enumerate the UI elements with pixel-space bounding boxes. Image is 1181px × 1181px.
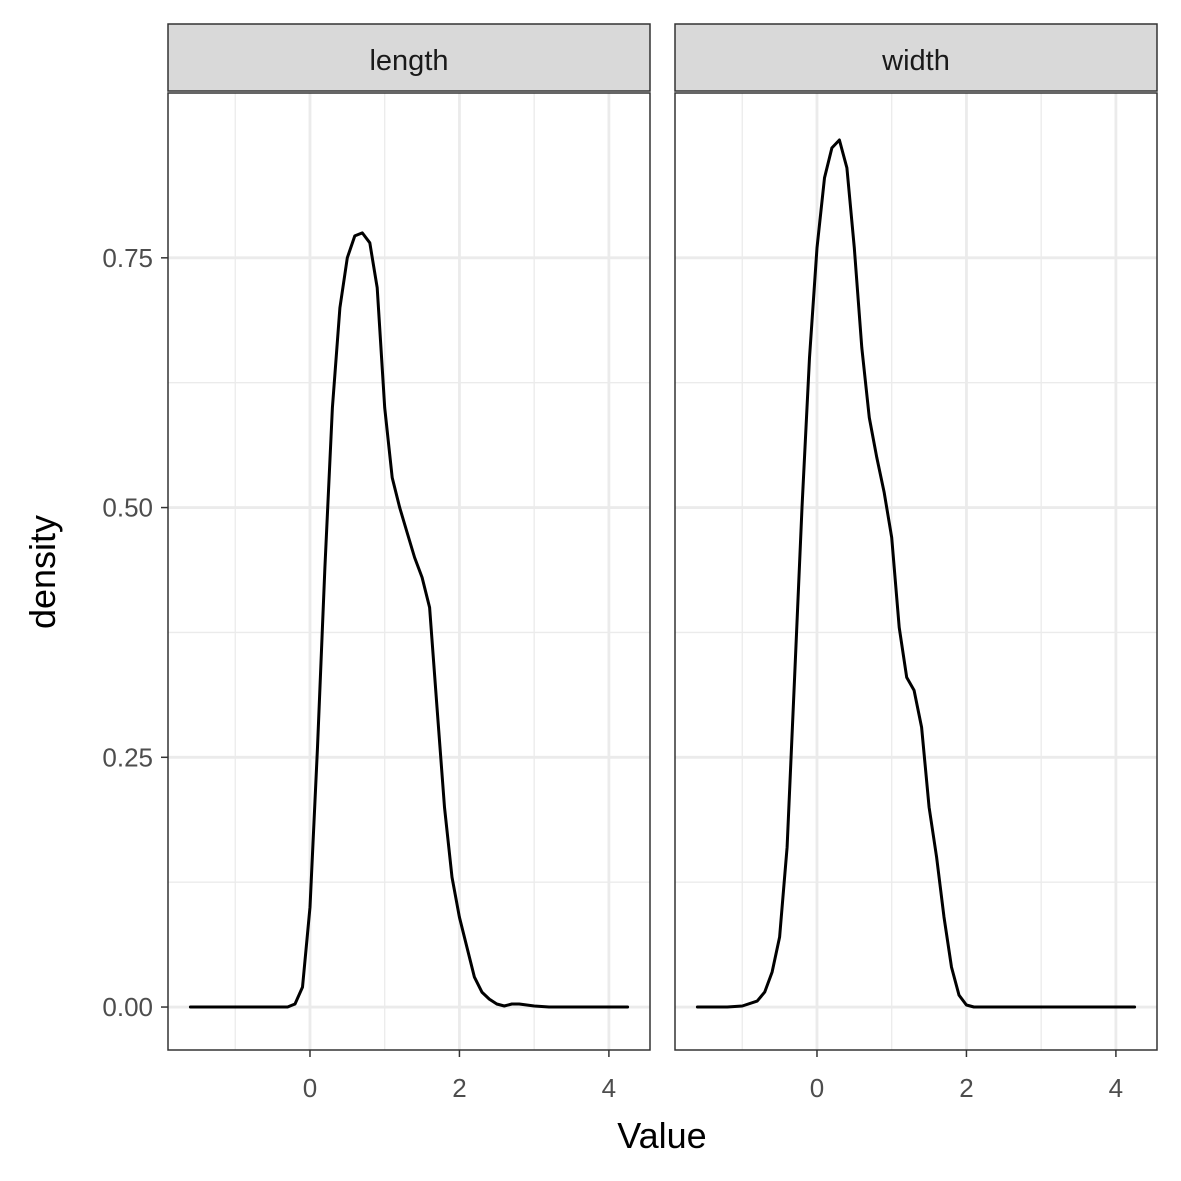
density-line-width: [695, 138, 1137, 1009]
panel-background: [168, 93, 650, 1050]
strip-background: [167, 23, 651, 92]
x-tick-label: 4: [1109, 1073, 1123, 1103]
strip-background: [674, 23, 1158, 92]
x-tick-label: 4: [602, 1073, 616, 1103]
strip-label: width: [881, 45, 950, 77]
panel-border: [674, 92, 1158, 1051]
y-axis: 0.00 0.25 0.50 0.75: [102, 243, 168, 1022]
x-axis: 0 2 4 0 2 4: [303, 1050, 1123, 1103]
y-tick-label: 0.25: [102, 742, 153, 772]
strip-label: length: [369, 45, 448, 77]
y-tick-label: 0.50: [102, 493, 153, 523]
y-tick-label: 0.75: [102, 243, 153, 273]
y-tick-label: 0.00: [102, 992, 153, 1022]
y-axis-title: density: [22, 515, 63, 629]
panel-border: [167, 92, 651, 1051]
x-tick-label: 0: [810, 1073, 824, 1103]
panel-background: [675, 93, 1157, 1050]
x-tick-label: 2: [959, 1073, 973, 1103]
density-line-length: [188, 231, 630, 1009]
x-tick-label: 2: [452, 1073, 466, 1103]
panel-width: width: [674, 23, 1158, 1051]
x-tick-label: 0: [303, 1073, 317, 1103]
panel-length: length: [167, 23, 651, 1051]
x-axis-title: Value: [617, 1115, 706, 1156]
